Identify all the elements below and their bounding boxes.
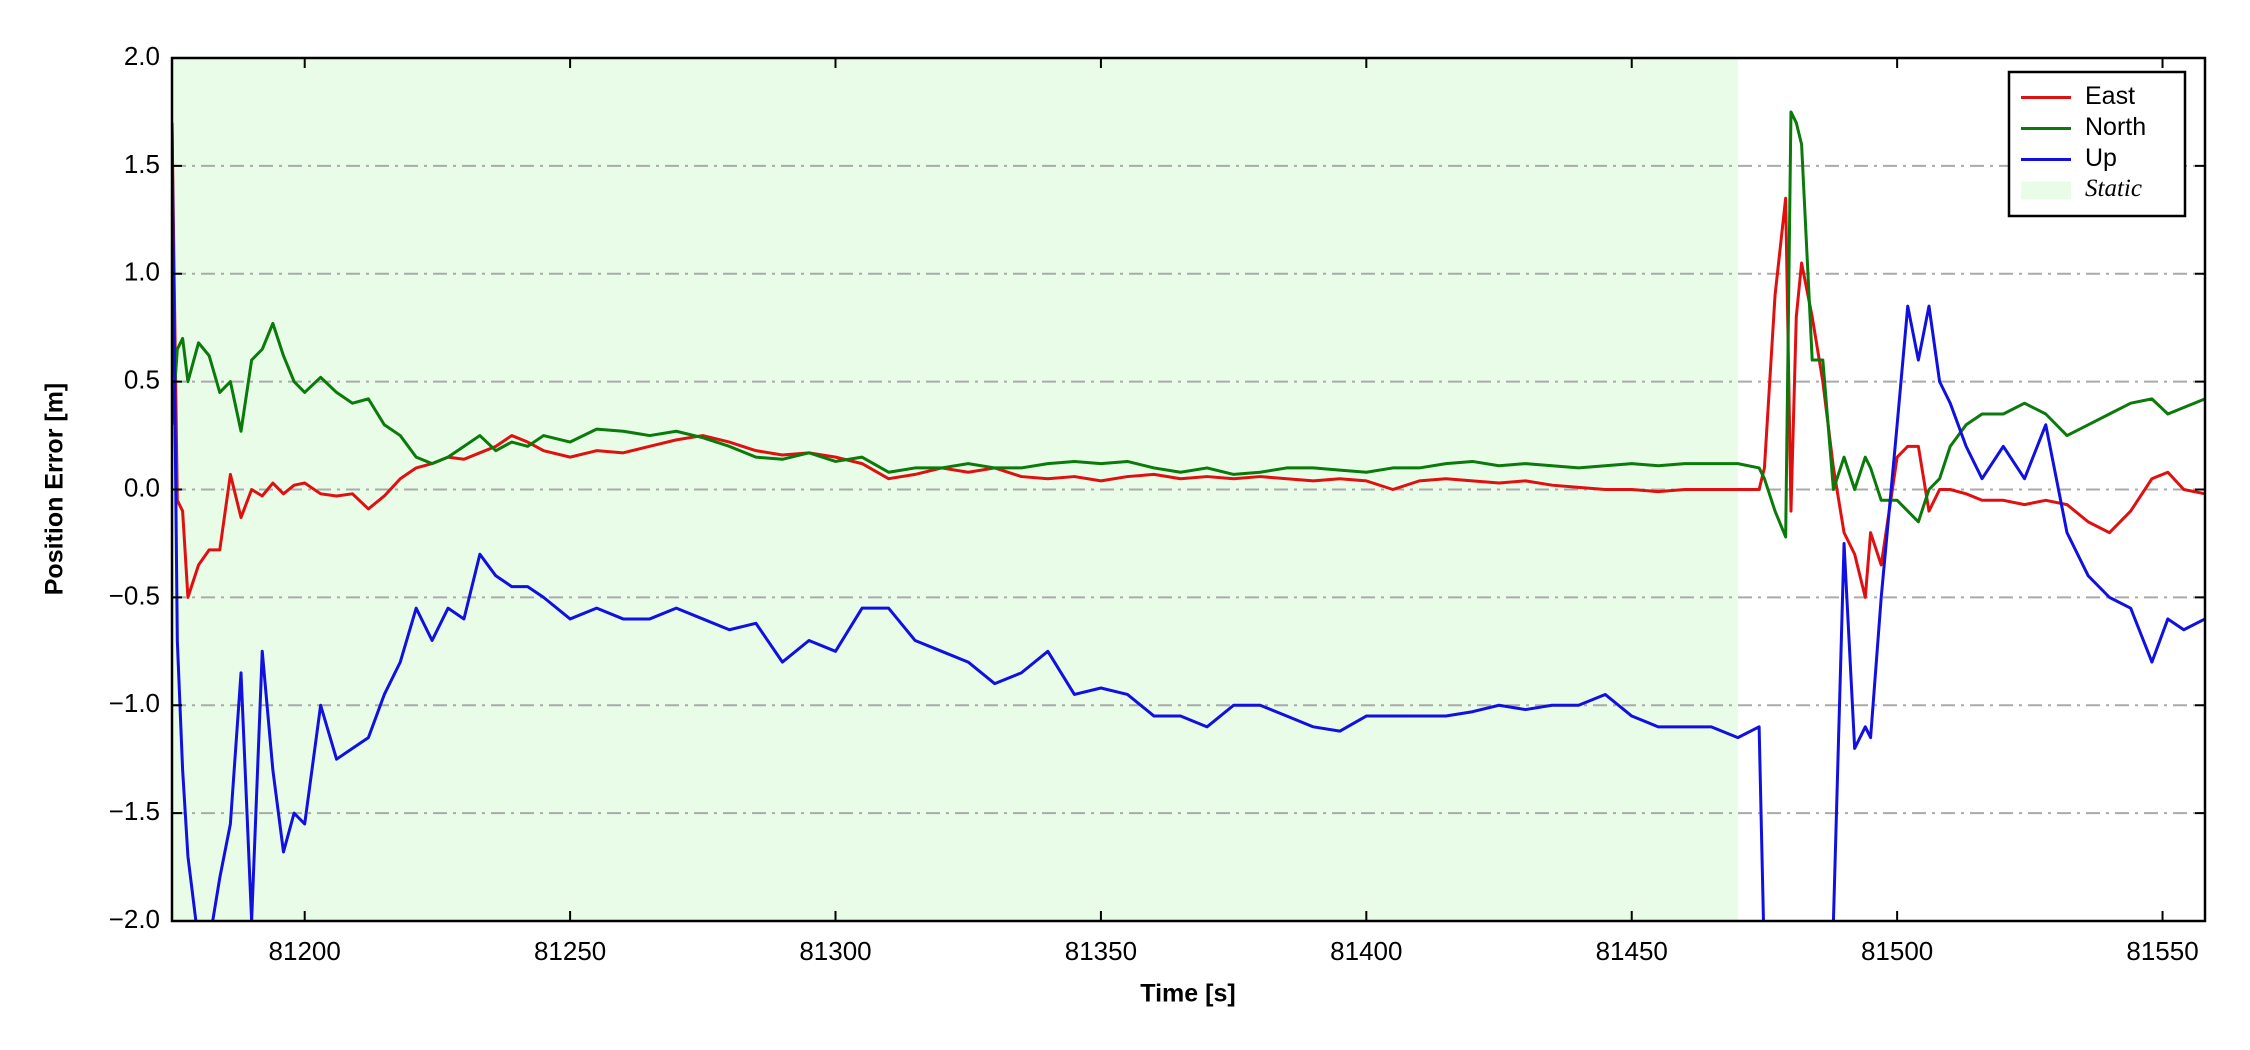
x-tick-label: 81450 [1596, 936, 1668, 966]
y-tick-label: 1.0 [124, 257, 160, 287]
x-tick-label: 81250 [534, 936, 606, 966]
series-line [172, 122, 2205, 599]
x-tick-label: 81200 [269, 936, 341, 966]
x-tick-label: 81350 [1065, 936, 1137, 966]
lines [172, 110, 2205, 921]
y-tick-label: 2.0 [124, 41, 160, 71]
legend-label: North [2085, 113, 2146, 141]
legend-swatch [2021, 181, 2071, 200]
x-axis-label: Time [s] [1140, 980, 1235, 1008]
legend-label: East [2085, 82, 2135, 110]
ticks: −2.0 −1.5 −1.0 −0.5 0.0 0.5 1.0 1.5 2.0 81200 8125… [109, 41, 2205, 966]
legend-label: Up [2085, 144, 2117, 172]
x-tick-label: 81550 [2126, 936, 2198, 966]
x-tick-label: 81400 [1330, 936, 1402, 966]
y-tick-label: −1.0 [109, 688, 160, 718]
static-span [172, 58, 1738, 921]
x-tick-label: 81300 [799, 936, 871, 966]
legend: East North Up Static [2007, 70, 2187, 218]
y-tick-label: −0.5 [109, 580, 160, 610]
x-tick-label: 81500 [1861, 936, 1933, 966]
y-tick-label: −1.5 [109, 796, 160, 826]
y-tick-label: −2.0 [109, 904, 160, 934]
plot-background [172, 58, 1738, 921]
series-line [172, 110, 2205, 539]
series-line [172, 122, 2205, 921]
y-tick-label: 0.5 [124, 365, 160, 395]
y-tick-label: 0.0 [124, 472, 160, 502]
y-tick-label: 1.5 [124, 149, 160, 179]
y-axis-label: Position Error [m] [41, 383, 69, 596]
legend-label: Static [2085, 175, 2142, 202]
